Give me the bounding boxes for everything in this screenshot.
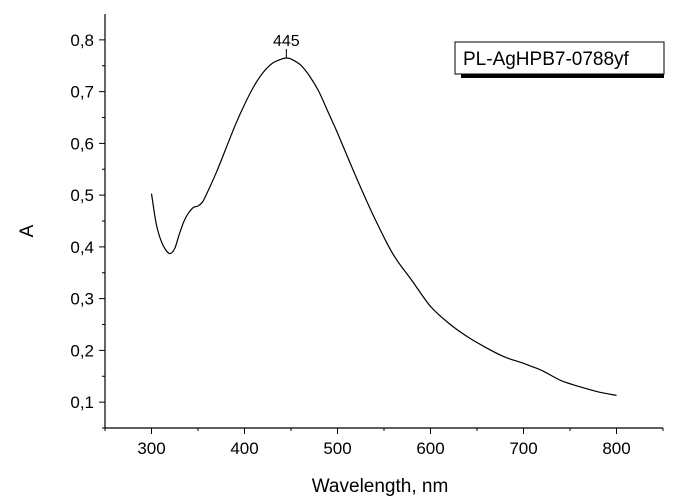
legend: PL-AgHPB7-0788yf (454, 41, 665, 78)
peak-label: 445 (273, 33, 300, 50)
y-axis-label: A (17, 224, 38, 237)
x-tick-label: 300 (137, 439, 165, 458)
y-tick-label: 0,6 (70, 134, 94, 153)
ticks: 300 400 500 600 700 800 0,1 0,2 0,3 0,4 0,5 0,6 0,7 0… (70, 31, 664, 458)
y-tick-label: 0,4 (70, 238, 94, 257)
y-tick-label: 0,3 (70, 290, 94, 309)
series-line-0 (150, 57, 617, 396)
plot-area (150, 57, 617, 396)
x-tick-label: 700 (509, 439, 537, 458)
x-tick-label: 400 (230, 439, 258, 458)
x-tick-label: 600 (416, 439, 444, 458)
annotations: 445 (273, 33, 300, 58)
legend-entry: PL-AgHPB7-0788yf (463, 49, 630, 70)
x-tick-label: 800 (602, 439, 630, 458)
y-tick-label: 0,2 (70, 341, 94, 360)
legend-box (454, 41, 665, 75)
x-tick-label: 500 (323, 439, 351, 458)
y-tick-label: 0,7 (70, 83, 94, 102)
y-tick-label: 0,1 (70, 393, 94, 412)
y-tick-label: 0,5 (70, 186, 94, 205)
y-tick-label: 0,8 (70, 31, 94, 50)
legend-shadow (461, 74, 664, 78)
x-axis-label: Wavelength, nm (312, 476, 449, 497)
